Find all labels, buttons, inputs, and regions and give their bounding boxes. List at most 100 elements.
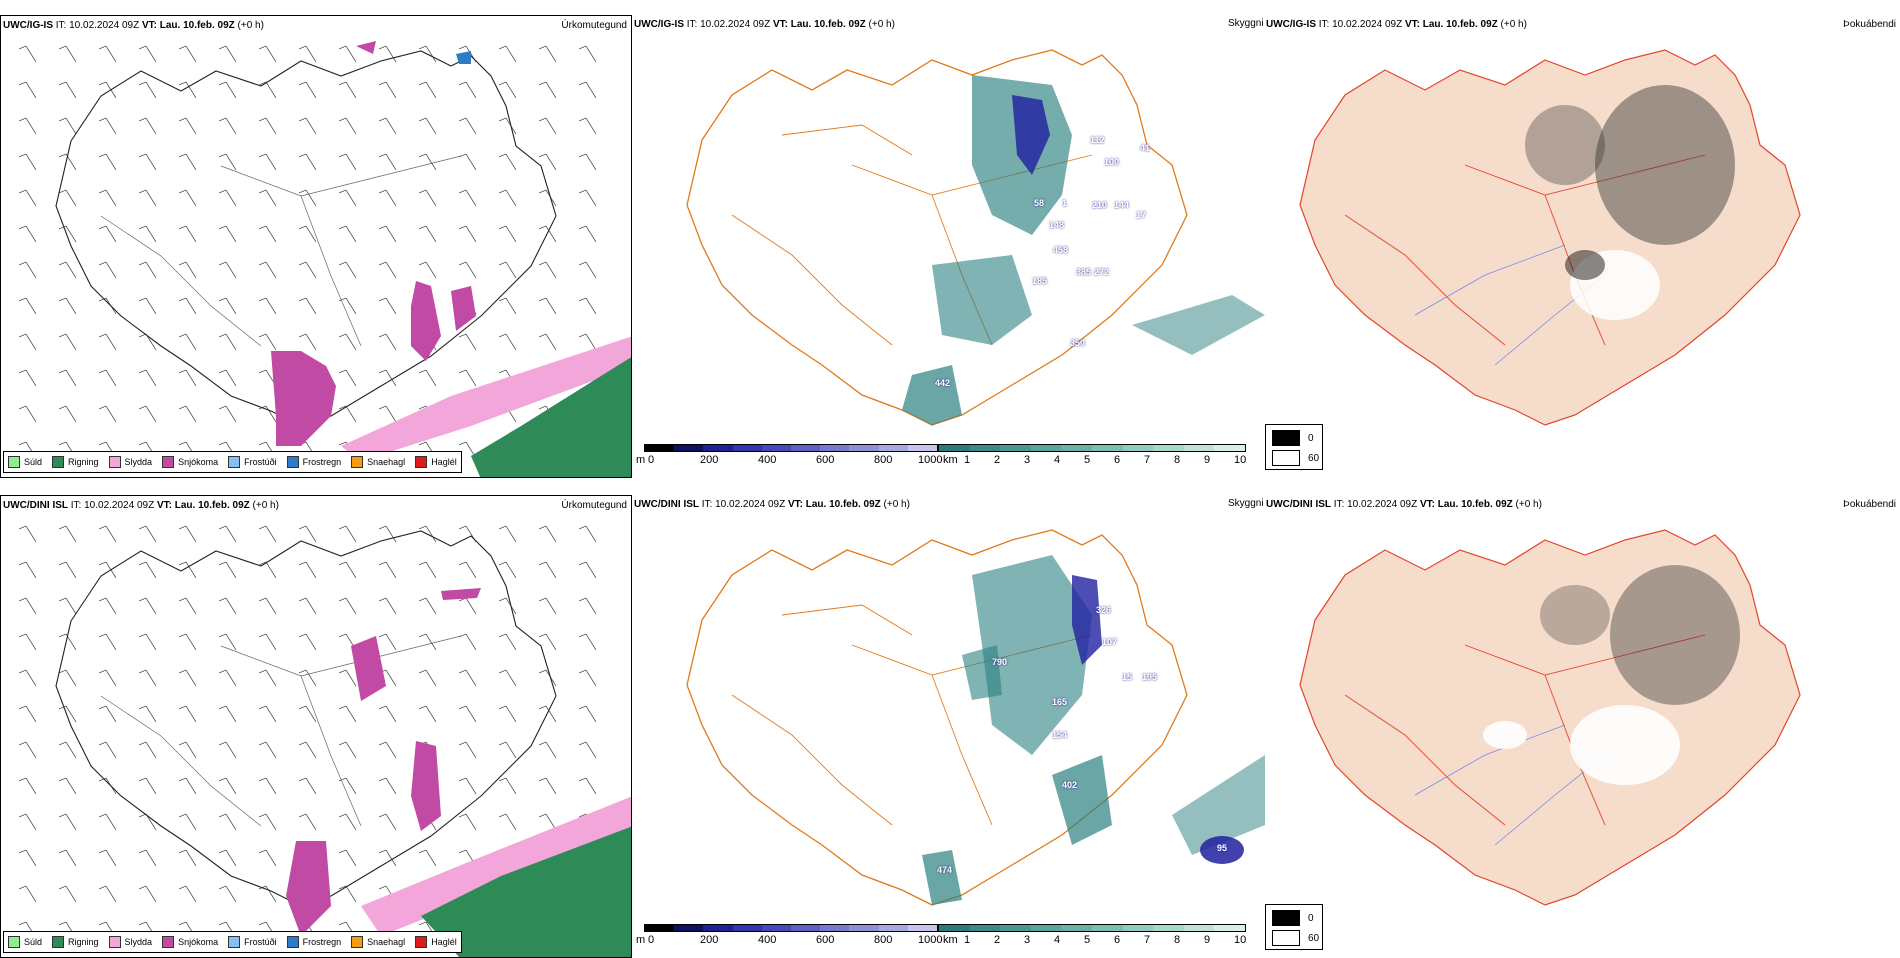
wind-barb [58,189,77,207]
legend-swatch [228,936,241,948]
scale-m-label: 200 [700,454,719,466]
wind-barb [58,225,77,243]
legend-swatch [415,936,428,948]
panel-name: Úrkomutegund [561,20,627,31]
wind-barb [338,813,357,831]
wind-barb [418,225,437,243]
cloud-legend: 0 60 [1265,424,1323,470]
wind-barb [418,597,437,615]
wind-barb [138,525,157,543]
legend-swatch [8,936,20,948]
wind-barb [178,117,197,135]
wind-barb [178,333,197,351]
legend-label: Slydda [124,457,153,467]
wind-barb [218,813,237,831]
visibility-panel-name: Skyggni [1228,18,1264,29]
wind-barb [418,669,437,687]
vis-mark: 154 [1052,730,1068,740]
legend-label: Rigning [68,457,99,467]
wind-barb [178,705,197,723]
wind-barb [258,561,277,579]
legend-label: Snaehagl [367,937,406,947]
wind-barb [258,261,277,279]
wind-barb [98,261,117,279]
wind-barb [458,153,477,171]
cloud-legend-label: 0 [1308,912,1314,924]
wind-barb [58,849,77,867]
wind-barb [98,705,117,723]
wind-barb [18,669,37,687]
wind-barb [138,633,157,651]
scale-km-label: 3 [1024,934,1031,946]
wind-barb [338,597,357,615]
wind-barb [538,297,557,315]
frostregn-small [456,51,471,64]
vis-mark: 458 [1053,245,1069,255]
scale-swatch [849,925,879,931]
road-network [731,124,1093,346]
cloud-blob [1595,85,1735,245]
wind-barb [418,525,437,543]
wind-barb [298,333,317,351]
wind-barb [338,369,357,387]
wind-barb [338,45,357,63]
wind-barb [458,777,477,795]
wind-barb [258,741,277,759]
scale-swatch [761,925,792,931]
wind-barb [18,741,37,759]
wind-barb [298,741,317,759]
scale-swatch [939,445,970,451]
wind-barb [218,633,237,651]
scale-m-label: 800 [874,454,893,466]
wind-barb [98,333,117,351]
scale-km-label: 1 [964,934,971,946]
wind-barb [418,261,437,279]
cloud-legend-swatch [1272,910,1300,926]
cloud-legend-swatch [1272,930,1300,946]
vis-area [932,255,1032,345]
scale-km-label: 10 [1234,934,1247,946]
wind-barb [18,45,37,63]
scale-swatch [1122,925,1154,931]
wind-barb [58,525,77,543]
scale-m-unit: m [636,454,646,466]
wind-barb [538,669,557,687]
wind-barb [138,117,157,135]
wind-barb [538,561,557,579]
wind-barb [138,297,157,315]
wind-barb [498,561,517,579]
wind-barb [378,81,397,99]
wind-barb [258,225,277,243]
scale-swatch [939,925,970,931]
scale-swatch [645,445,675,451]
wind-barb [258,597,277,615]
scale-swatch [703,925,733,931]
wind-barb [298,669,317,687]
scale-swatch [969,445,1001,451]
panel-name: Þokuábendi [1843,499,1896,510]
wind-barb [178,261,197,279]
wind-barb [138,81,157,99]
wind-barb [58,261,77,279]
scale-m-label: 400 [758,454,777,466]
wind-barb [58,333,77,351]
cloud-blob [1540,585,1610,645]
legend-item: Rigning [52,936,99,948]
vis-area [972,555,1092,755]
legend-item: Slydda [108,456,153,468]
wind-barb [258,297,277,315]
wind-barb [58,813,77,831]
wind-barb [458,669,477,687]
wind-barb [178,777,197,795]
wind-barb [418,849,437,867]
wind-barb [298,261,317,279]
vis-mark: 474 [937,865,953,875]
wind-barb [18,525,37,543]
wind-barb [498,81,517,99]
wind-barb [298,45,317,63]
wind-barb [378,705,397,723]
wind-barb [18,189,37,207]
precip-map-bottom [18,525,631,957]
wind-barb [338,525,357,543]
scale-swatch [1000,925,1031,931]
